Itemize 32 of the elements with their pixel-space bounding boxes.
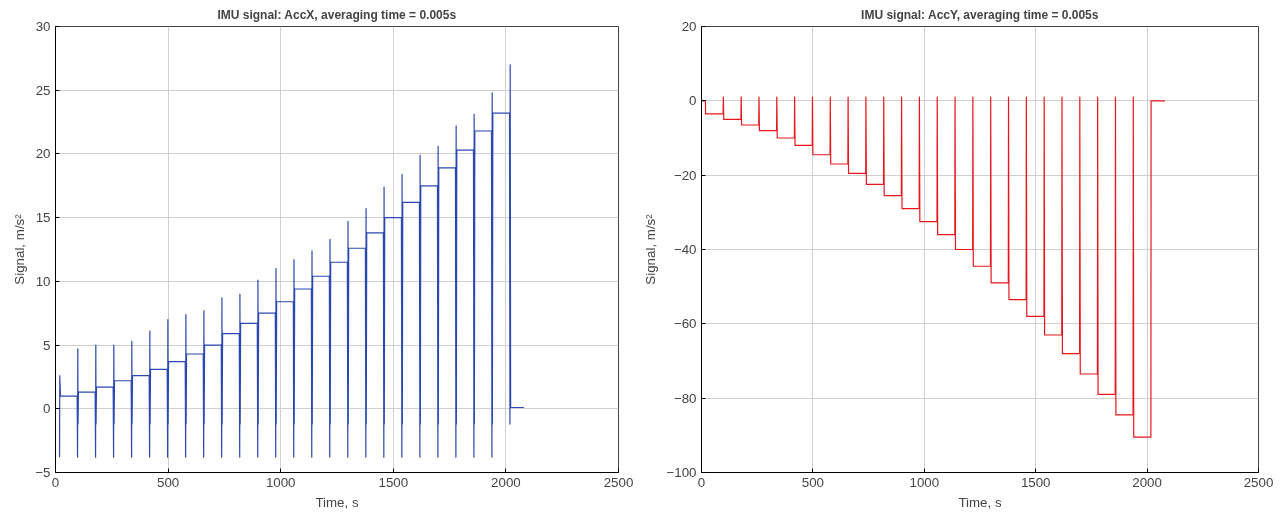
- y-tick-label: −5: [35, 465, 51, 480]
- y-tick-label: 20: [681, 19, 697, 34]
- y-tick-label: −80: [673, 390, 697, 406]
- x-tick-label: 500: [801, 474, 825, 490]
- x-tick-label: 1500: [378, 474, 409, 490]
- chart-title: IMU signal: AccX, averaging time = 0.005s: [217, 7, 457, 22]
- y-tick-label: 5: [43, 337, 51, 353]
- y-tick-label: 15: [35, 210, 51, 226]
- y-tick-label: −100: [666, 465, 697, 480]
- y-axis-title: Signal, m/s²: [643, 213, 659, 285]
- x-tick-label: 2500: [603, 474, 634, 490]
- y-tick-label: −60: [673, 316, 697, 332]
- y-tick-label: 10: [35, 273, 51, 289]
- x-tick-label: 1500: [1020, 474, 1051, 490]
- y-axis-title: Signal, m/s²: [12, 213, 28, 285]
- y-tick-label: 25: [35, 82, 51, 98]
- y-tick-label: −20: [673, 167, 697, 183]
- x-tick-label: 2000: [1132, 474, 1162, 490]
- line-series: [58, 64, 525, 458]
- x-axis-title: Time, s: [958, 494, 1002, 510]
- y-tick-label: −40: [673, 242, 697, 257]
- x-axis-title: Time, s: [315, 494, 359, 510]
- x-tick-label: 1000: [265, 474, 296, 490]
- y-tick-label: 0: [689, 93, 697, 109]
- y-tick-label: 30: [35, 19, 51, 34]
- x-tick-label: 2500: [1243, 474, 1274, 490]
- y-tick-label: 20: [35, 146, 51, 162]
- x-tick-label: 2000: [491, 474, 521, 490]
- x-tick-label: 1000: [909, 474, 940, 490]
- x-tick-label: 500: [156, 474, 180, 490]
- y-tick-label: 0: [43, 401, 51, 417]
- chart-title: IMU signal: AccY, averaging time = 0.005s: [861, 7, 1099, 22]
